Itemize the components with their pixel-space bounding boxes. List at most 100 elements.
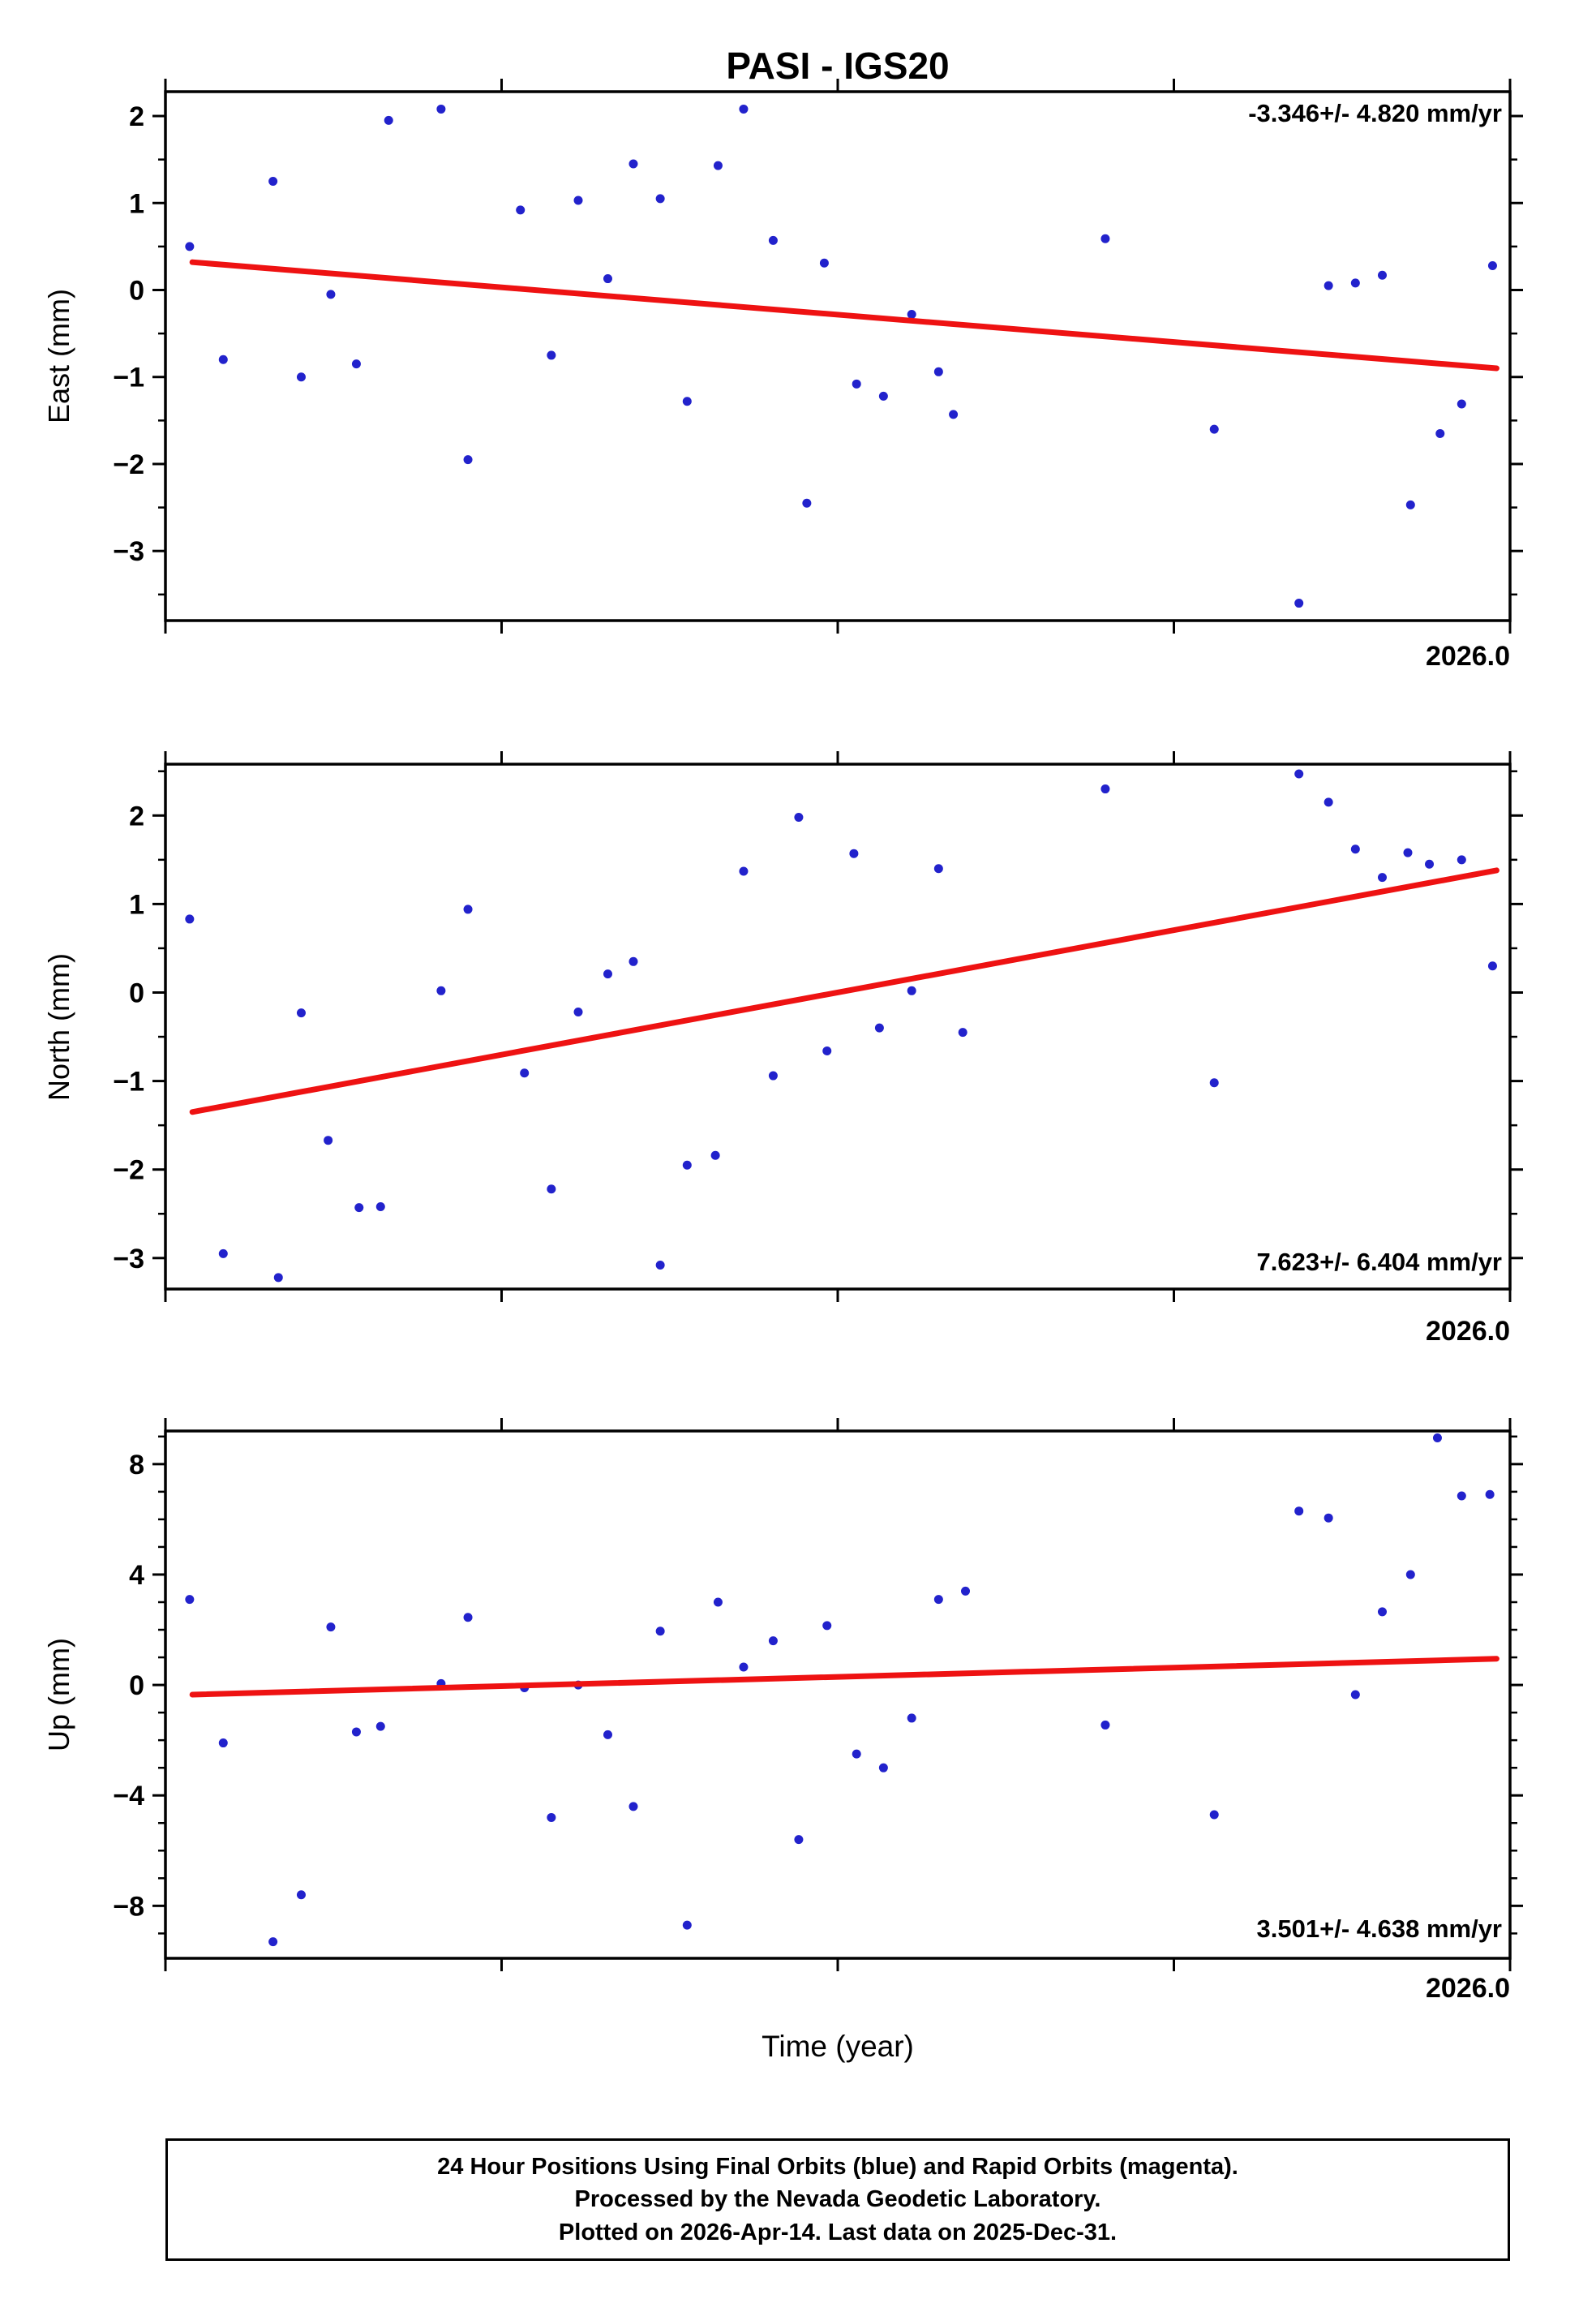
data-point xyxy=(1405,500,1415,509)
data-point xyxy=(768,1636,778,1646)
data-point xyxy=(933,864,943,874)
time-axis-label: Time (year) xyxy=(762,2030,914,2063)
data-point xyxy=(878,1763,888,1773)
footer-caption-box: 24 Hour Positions Using Final Orbits (bl… xyxy=(165,2138,1510,2261)
data-point xyxy=(949,410,959,419)
y-tick-label: 1 xyxy=(129,889,144,920)
data-point xyxy=(874,1023,884,1033)
data-point xyxy=(436,104,446,114)
data-point xyxy=(961,1586,971,1596)
data-point xyxy=(739,1662,749,1672)
data-point xyxy=(710,1150,720,1160)
data-point xyxy=(1324,281,1333,290)
y-tick-label: 2 xyxy=(129,101,144,132)
data-point xyxy=(852,379,861,389)
up-plot: 8 4 0 −4 −8 xyxy=(113,1418,1523,1971)
data-point xyxy=(1294,599,1304,608)
data-point xyxy=(573,196,583,205)
y-tick-label: 1 xyxy=(129,188,144,219)
data-point xyxy=(1294,769,1304,779)
data-point xyxy=(324,1136,333,1145)
plot-frame xyxy=(164,90,1512,622)
data-point xyxy=(520,1068,530,1078)
data-point xyxy=(296,1890,306,1900)
data-point xyxy=(463,455,473,465)
data-point xyxy=(1100,784,1110,794)
data-point xyxy=(547,1812,556,1822)
data-point xyxy=(547,1184,556,1194)
north-rate-annotation: 7.623+/- 6.404 mm/yr xyxy=(1256,1248,1502,1276)
data-point xyxy=(739,866,749,876)
trend-line xyxy=(189,259,1499,372)
data-point xyxy=(218,1738,228,1748)
data-point xyxy=(1209,1078,1219,1088)
data-point xyxy=(1350,844,1360,854)
data-point xyxy=(907,1713,916,1723)
data-point xyxy=(1457,855,1466,865)
data-point xyxy=(326,290,336,299)
north-xaxis-end-label: 2026.0 xyxy=(1426,1316,1510,1347)
north-axis-label: North (mm) xyxy=(42,953,75,1101)
data-point xyxy=(1403,848,1413,857)
data-point xyxy=(682,1160,692,1170)
y-tick-label: −1 xyxy=(113,363,144,393)
y-tick-label: −3 xyxy=(113,536,144,567)
y-tick-label: 0 xyxy=(129,1670,144,1701)
up-xaxis-end-label: 2026.0 xyxy=(1426,1973,1510,2004)
data-point xyxy=(351,1727,361,1737)
data-point xyxy=(296,1008,306,1018)
data-point xyxy=(1350,1690,1360,1700)
data-point xyxy=(682,1920,692,1930)
data-point xyxy=(547,350,556,360)
data-point xyxy=(354,1203,364,1213)
footer-line-2: Processed by the Nevada Geodetic Laborat… xyxy=(574,2186,1101,2213)
data-point xyxy=(907,310,916,320)
data-point xyxy=(1294,1506,1304,1516)
data-point xyxy=(1377,270,1387,280)
east-plot: 2 1 0 −1 −2 −3 xyxy=(113,79,1523,634)
data-point xyxy=(603,1730,612,1739)
data-point xyxy=(463,1613,473,1622)
data-point xyxy=(629,1802,638,1811)
data-point xyxy=(436,986,446,995)
data-point xyxy=(794,1835,804,1845)
data-point xyxy=(655,1626,665,1636)
data-point xyxy=(1432,1433,1442,1443)
data-point xyxy=(573,1007,583,1016)
data-point xyxy=(819,258,829,268)
data-point xyxy=(655,1261,665,1270)
data-point xyxy=(1324,797,1333,807)
data-point xyxy=(185,1595,195,1605)
data-point xyxy=(1457,1491,1466,1501)
data-point xyxy=(603,274,612,284)
data-point xyxy=(933,367,943,376)
y-tick-label: 2 xyxy=(129,801,144,832)
data-point xyxy=(516,205,526,215)
data-point xyxy=(1209,424,1219,434)
up-rate-annotation: 3.501+/- 4.638 mm/yr xyxy=(1256,1914,1502,1943)
data-point xyxy=(802,498,812,508)
y-tick-label: −4 xyxy=(113,1781,144,1811)
data-point xyxy=(268,1937,278,1947)
data-point xyxy=(268,176,278,186)
data-point xyxy=(794,812,804,822)
trend-line xyxy=(189,867,1499,1115)
data-point xyxy=(218,355,228,364)
data-point xyxy=(463,905,473,914)
y-tick-label: −2 xyxy=(113,449,144,480)
data-point xyxy=(655,194,665,204)
data-point xyxy=(273,1273,283,1283)
data-point xyxy=(326,1622,336,1632)
data-point xyxy=(1425,859,1435,869)
up-axis-label: Up (mm) xyxy=(42,1638,75,1751)
data-point xyxy=(849,849,859,858)
data-point xyxy=(185,242,195,251)
y-tick-label: −8 xyxy=(113,1891,144,1922)
y-tick-label: 4 xyxy=(129,1560,144,1591)
data-point xyxy=(218,1248,228,1258)
data-point xyxy=(1377,1607,1387,1617)
plot-frame xyxy=(164,1429,1512,1960)
data-point xyxy=(1435,428,1445,438)
data-point xyxy=(713,1597,723,1607)
